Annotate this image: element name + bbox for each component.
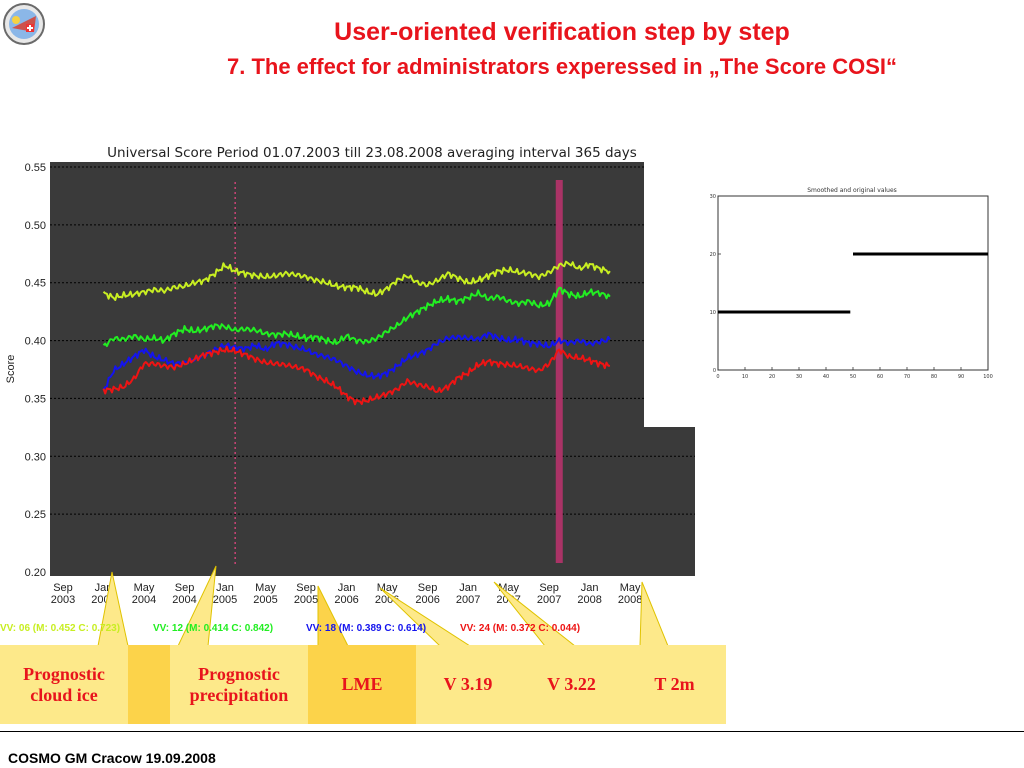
x-tick-label: 2006 — [334, 594, 358, 606]
callout-pointer — [639, 581, 669, 647]
callout-box-spacer — [128, 645, 170, 724]
y-tick-label: 0.20 — [25, 567, 46, 579]
chart-legend: VV: 06 (M: 0.452 C: 0.723) VV: 12 (M: 0.… — [0, 620, 640, 636]
series-line-vv24 — [102, 345, 611, 406]
x-tick-label: Sep — [418, 582, 438, 594]
main-chart: Universal Score Period 01.07.2003 till 2… — [5, 145, 695, 606]
inset-x-tick-label: 40 — [823, 374, 829, 380]
y-tick-label: 0.50 — [25, 220, 46, 232]
callout-box-prognostic-cloud-ice: Prognostic cloud ice — [0, 645, 128, 724]
y-tick-label: 0.25 — [25, 509, 46, 521]
inset-x-tick-label: 80 — [931, 374, 937, 380]
x-tick-label: 2005 — [213, 594, 237, 606]
inset-plot-area — [717, 195, 989, 371]
x-tick-label: Sep — [175, 582, 195, 594]
plot-area-extension — [644, 427, 695, 576]
x-tick-label: 2004 — [132, 594, 156, 606]
x-tick-label: 2006 — [415, 594, 439, 606]
version-marker-bar — [555, 180, 563, 563]
footer-divider — [0, 731, 1024, 732]
legend-item-vv12: VV: 12 (M: 0.414 C: 0.842) — [153, 623, 274, 634]
x-tick-label: May — [620, 582, 641, 594]
legend-item-vv06: VV: 06 (M: 0.452 C: 0.723) — [0, 623, 121, 634]
callout-pointer — [379, 587, 472, 647]
x-tick-label: May — [377, 582, 398, 594]
inset-y-tick-label: 20 — [710, 252, 716, 258]
inset-x-tick-label: 90 — [958, 374, 964, 380]
y-tick-label: 0.35 — [25, 393, 46, 405]
inset-x-tick-label: 10 — [742, 374, 748, 380]
callout-box-v319: V 3.19 — [416, 645, 520, 724]
x-tick-label: May — [255, 582, 276, 594]
callout-pointers — [97, 565, 669, 647]
x-tick-label: 2008 — [577, 594, 601, 606]
x-tick-label: Jan — [581, 582, 599, 594]
x-tick-label: 2005 — [253, 594, 277, 606]
chart-title: Universal Score Period 01.07.2003 till 2… — [107, 145, 637, 161]
x-tick-label: Jan — [338, 582, 356, 594]
y-tick-label: 0.45 — [25, 278, 46, 290]
x-tick-label: Jan — [216, 582, 234, 594]
legend-item-vv24: VV: 24 (M: 0.372 C: 0.044) — [460, 623, 581, 634]
x-tick-label: Sep — [539, 582, 559, 594]
callout-pointer — [317, 585, 349, 647]
inset-y-tick-label: 0 — [713, 368, 716, 374]
x-tick-label: Sep — [53, 582, 73, 594]
footer-text: COSMO GM Cracow 19.09.2008 — [8, 750, 216, 766]
x-tick-label: 2007 — [537, 594, 561, 606]
series-line-vv12 — [102, 286, 611, 348]
x-tick-label: 2003 — [51, 594, 75, 606]
x-tick-label: May — [134, 582, 155, 594]
y-tick-label: 0.30 — [25, 451, 46, 463]
cosmo-logo — [3, 3, 45, 45]
y-tick-label: 0.40 — [25, 336, 46, 348]
slide-subtitle: 7. The effect for administrators experes… — [227, 54, 897, 79]
inset-x-tick-label: 30 — [796, 374, 802, 380]
inset-chart: Smoothed and original values 0 10 20 30 40 50… — [710, 187, 993, 380]
inset-y-tick-label: 30 — [710, 194, 716, 200]
callout-box-t2m: T 2m — [623, 645, 726, 724]
inset-y-tick-label: 10 — [710, 310, 716, 316]
y-tick-label: 0.55 — [25, 162, 46, 174]
x-tick-label: 2008 — [618, 594, 642, 606]
inset-title: Smoothed and original values — [807, 187, 897, 194]
inset-x-tick-label: 100 — [983, 374, 993, 380]
x-tick-label: 2004 — [172, 594, 196, 606]
callout-box-prognostic-precipitation: Prognostic precipitation — [170, 645, 308, 724]
x-tick-label: Sep — [296, 582, 316, 594]
callout-box-lme: LME — [308, 645, 416, 724]
callout-pointer — [493, 581, 577, 647]
slide-title: User-oriented verification step by step — [334, 18, 790, 46]
y-axis-label: Score — [5, 355, 17, 384]
plot-area — [50, 162, 644, 576]
legend-item-vv18: VV: 18 (M: 0.389 C: 0.614) — [306, 623, 427, 634]
inset-x-tick-label: 20 — [769, 374, 775, 380]
x-tick-label: Jan — [459, 582, 477, 594]
x-tick-label: 2007 — [456, 594, 480, 606]
inset-x-tick-label: 70 — [904, 374, 910, 380]
inset-x-tick-label: 60 — [877, 374, 883, 380]
callout-box-v322: V 3.22 — [520, 645, 623, 724]
inset-x-tick-label: 50 — [850, 374, 856, 380]
series-line-vv06 — [102, 260, 611, 301]
x-tick-label: 2005 — [294, 594, 318, 606]
inset-x-tick-label: 0 — [716, 374, 719, 380]
